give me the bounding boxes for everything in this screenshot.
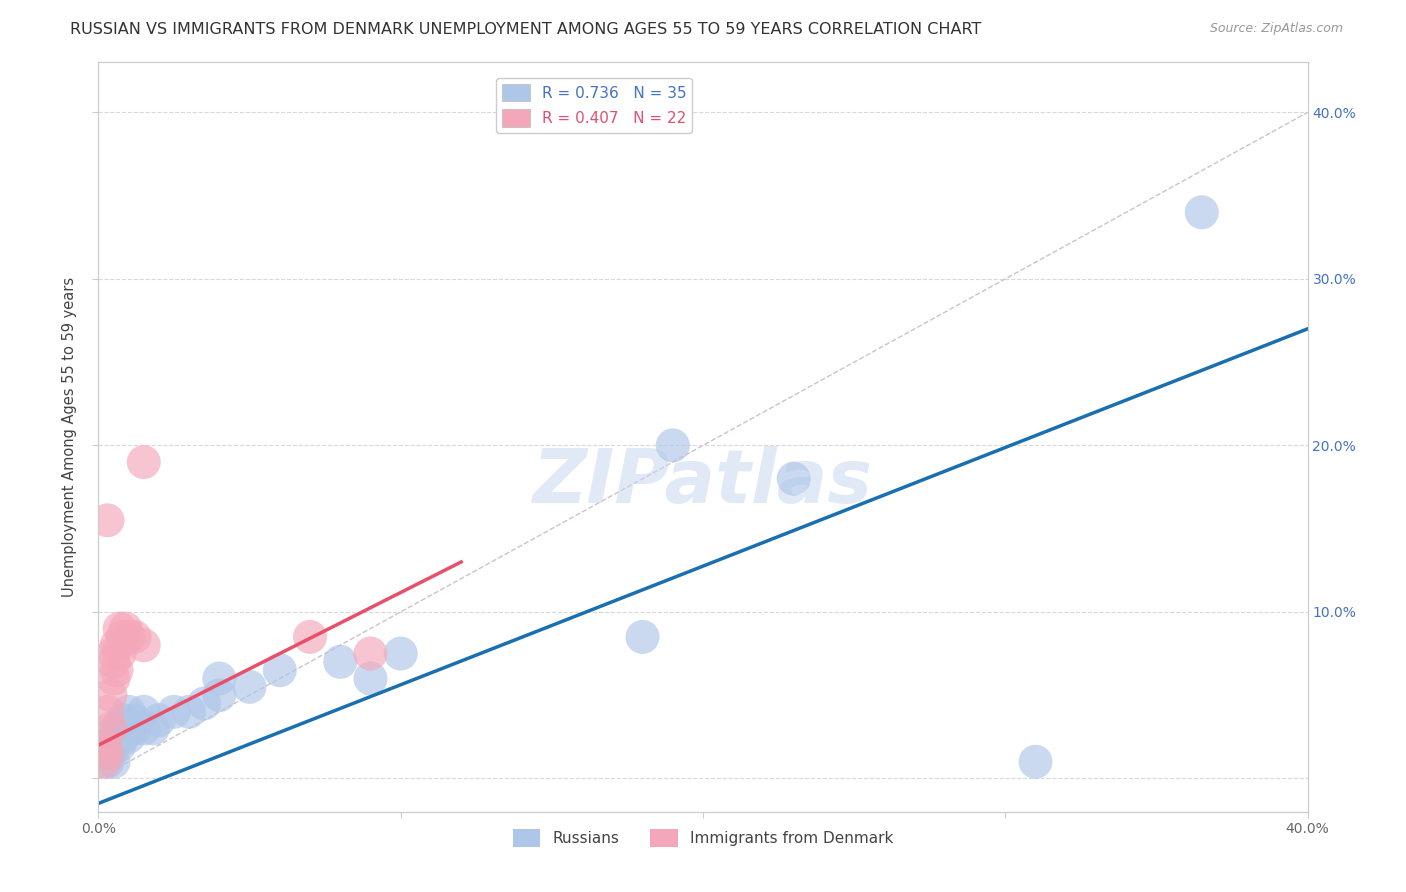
Point	[105, 663, 128, 677]
Point	[132, 722, 155, 736]
Point	[103, 738, 125, 752]
Point	[111, 713, 134, 727]
Point	[360, 672, 382, 686]
Point	[661, 438, 683, 452]
Point	[124, 713, 146, 727]
Point	[360, 647, 382, 661]
Point	[132, 638, 155, 652]
Point	[269, 663, 291, 677]
Point	[108, 622, 131, 636]
Point	[108, 722, 131, 736]
Point	[631, 630, 654, 644]
Point	[179, 705, 201, 719]
Point	[100, 722, 122, 736]
Point	[108, 738, 131, 752]
Point	[100, 688, 122, 702]
Point	[118, 630, 141, 644]
Point	[111, 630, 134, 644]
Point	[105, 722, 128, 736]
Point	[100, 747, 122, 761]
Point	[163, 705, 186, 719]
Text: ZIPatlas: ZIPatlas	[533, 445, 873, 518]
Point	[96, 705, 118, 719]
Point	[103, 647, 125, 661]
Point	[299, 630, 322, 644]
Point	[193, 697, 215, 711]
Point	[1024, 755, 1046, 769]
Point	[103, 655, 125, 669]
Point	[142, 722, 165, 736]
Point	[148, 713, 170, 727]
Point	[96, 738, 118, 752]
Point	[114, 722, 136, 736]
Point	[239, 680, 262, 694]
Point	[108, 647, 131, 661]
Point	[132, 455, 155, 469]
Point	[124, 722, 146, 736]
Point	[105, 730, 128, 744]
Point	[103, 755, 125, 769]
Point	[208, 672, 231, 686]
Point	[118, 730, 141, 744]
Point	[329, 655, 352, 669]
Text: RUSSIAN VS IMMIGRANTS FROM DENMARK UNEMPLOYMENT AMONG AGES 55 TO 59 YEARS CORREL: RUSSIAN VS IMMIGRANTS FROM DENMARK UNEMP…	[70, 22, 981, 37]
Legend: Russians, Immigrants from Denmark: Russians, Immigrants from Denmark	[506, 823, 900, 853]
Point	[208, 688, 231, 702]
Point	[389, 647, 412, 661]
Point	[111, 730, 134, 744]
Point	[96, 513, 118, 527]
Point	[96, 755, 118, 769]
Point	[93, 738, 115, 752]
Point	[1191, 205, 1213, 219]
Point	[105, 638, 128, 652]
Text: Source: ZipAtlas.com: Source: ZipAtlas.com	[1209, 22, 1343, 36]
Point	[114, 622, 136, 636]
Point	[118, 705, 141, 719]
Point	[124, 630, 146, 644]
Point	[132, 705, 155, 719]
Y-axis label: Unemployment Among Ages 55 to 59 years: Unemployment Among Ages 55 to 59 years	[62, 277, 77, 597]
Point	[96, 747, 118, 761]
Point	[103, 672, 125, 686]
Point	[93, 755, 115, 769]
Point	[783, 472, 806, 486]
